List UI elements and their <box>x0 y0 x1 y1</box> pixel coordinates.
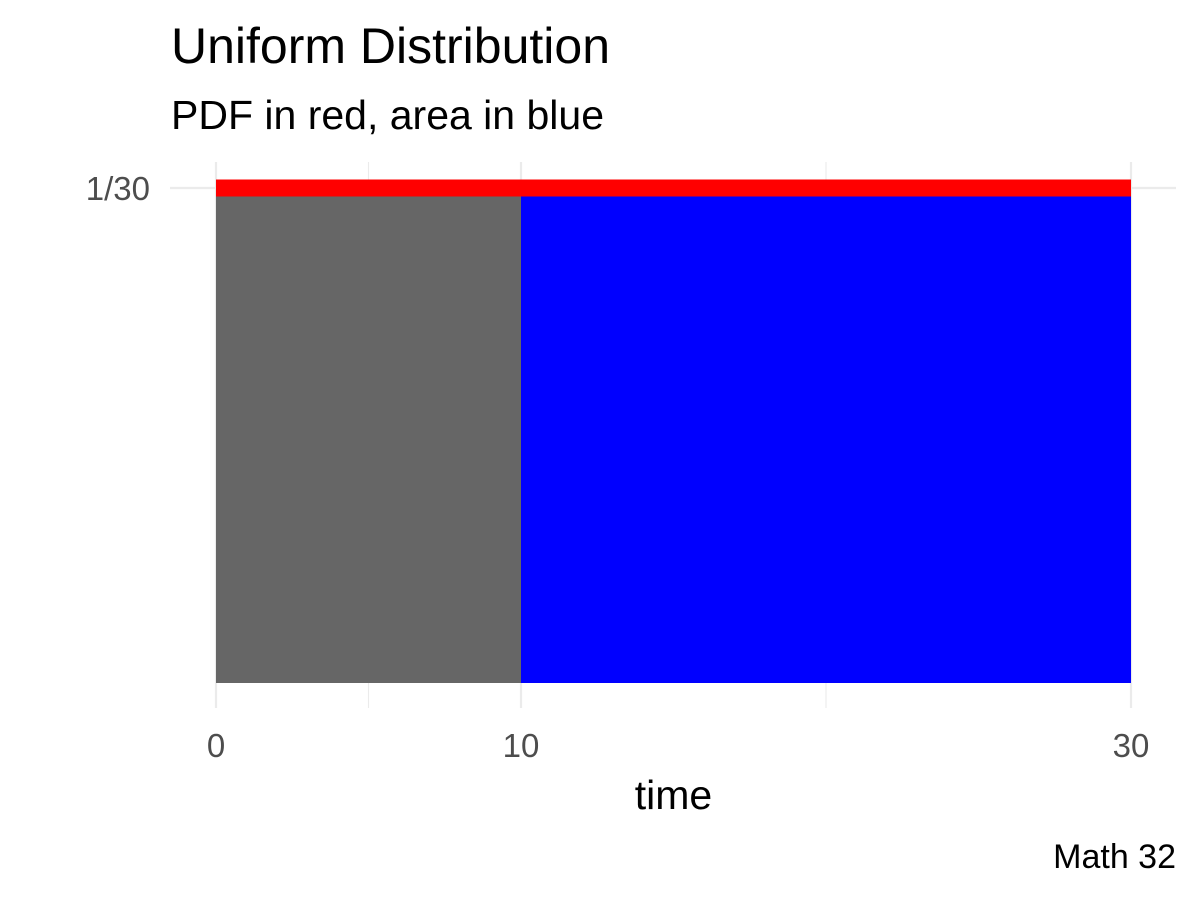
x-tick-label-1: 10 <box>503 727 540 764</box>
chart-caption: Math 32 <box>1053 838 1176 876</box>
x-tick-label-0: 0 <box>207 727 225 764</box>
x-axis-title: time <box>635 772 712 818</box>
chart-title: Uniform Distribution <box>171 18 611 74</box>
x-tick-label-2: 30 <box>1113 727 1150 764</box>
area-region-1 <box>521 188 1131 683</box>
area-region-0 <box>216 188 521 683</box>
y-tick-label-0: 1/30 <box>86 170 150 207</box>
chart-subtitle: PDF in red, area in blue <box>171 92 605 138</box>
